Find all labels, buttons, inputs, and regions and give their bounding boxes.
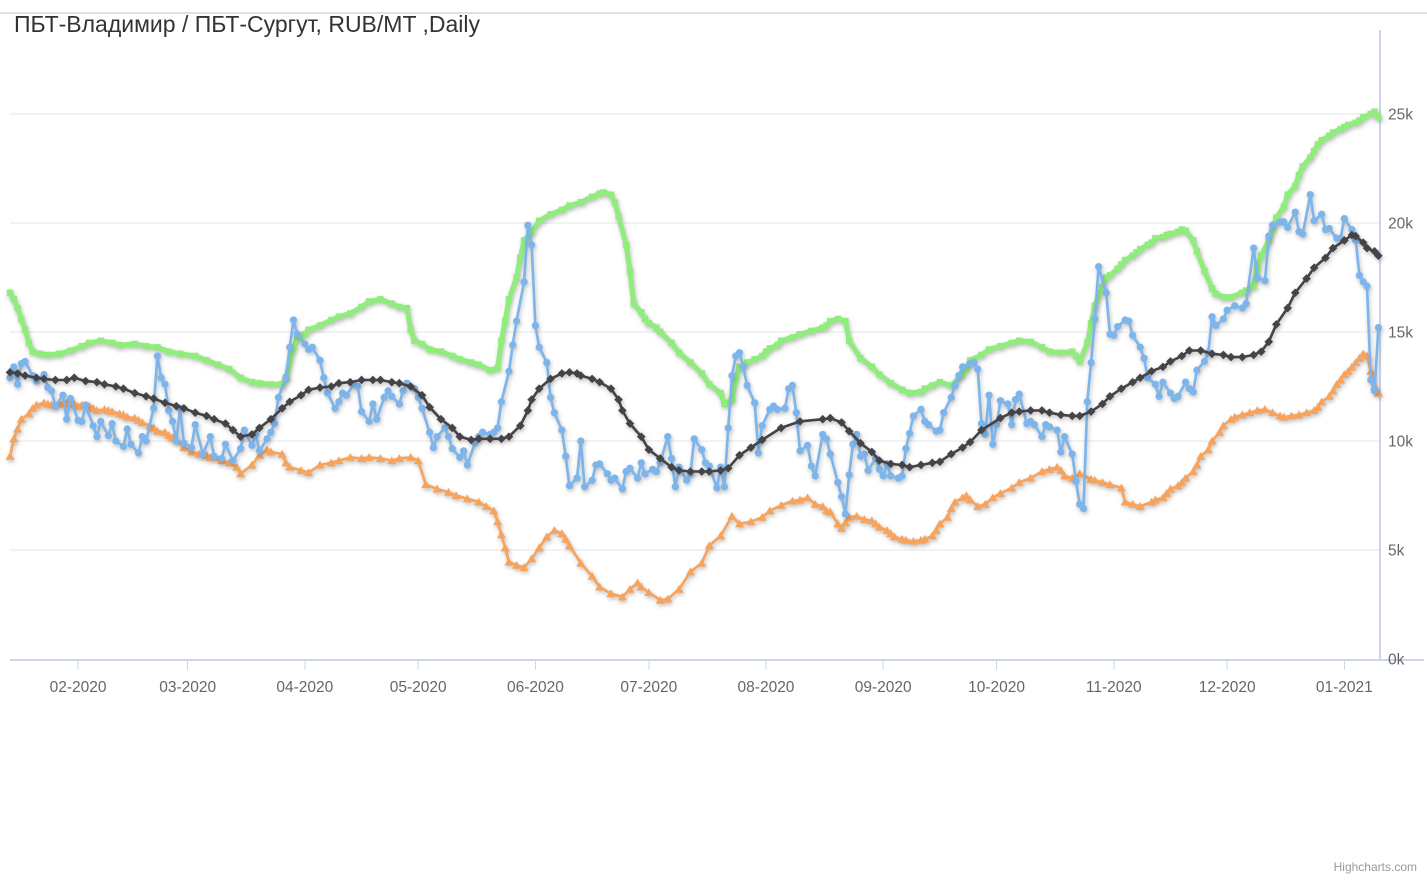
y-tick-label: 5k: [1388, 543, 1405, 560]
x-tick-label: 07-2020: [620, 679, 677, 696]
x-tick-label: 12-2020: [1199, 679, 1256, 696]
blue-circle-line: [8, 193, 1380, 516]
y-gridlines: [10, 113, 1380, 551]
y-tick-label: 0k: [1388, 652, 1405, 669]
highcharts-credit-link[interactable]: Highcharts.com: [1333, 860, 1417, 874]
x-tick-label: 05-2020: [390, 679, 447, 696]
x-tick-label: 04-2020: [276, 679, 333, 696]
orange-triangle-markers: [5, 349, 1383, 604]
x-tick-label: 02-2020: [50, 679, 107, 696]
y-tick-label: 15k: [1388, 325, 1413, 342]
x-tick-label: 06-2020: [507, 679, 564, 696]
x-tick-label: 09-2020: [855, 679, 912, 696]
blue-circle-markers: [6, 191, 1382, 518]
black-diamond-markers: [5, 230, 1383, 476]
x-tick-label: 10-2020: [968, 679, 1025, 696]
container-top-border: [0, 12, 1427, 14]
series-green-square: [6, 108, 1382, 408]
series-orange-triangle: [5, 349, 1383, 604]
green-square-markers: [6, 108, 1382, 408]
x-tick-label: 01-2021: [1316, 679, 1373, 696]
y-tick-label: 10k: [1388, 434, 1413, 451]
y-axis-labels: 0k 5k 10k 15k 20k 25k: [1388, 107, 1413, 669]
x-tick-label: 11-2020: [1086, 679, 1142, 696]
x-tick-label: 03-2020: [159, 679, 216, 696]
y-tick-label: 25k: [1388, 107, 1413, 124]
chart-title: ПБТ-Владимир / ПБТ-Сургут, RUB/MT ,Daily: [14, 11, 480, 37]
series-black-diamond: [5, 230, 1383, 476]
x-axis-labels: 02-2020 03-2020 04-2020 05-2020 06-2020 07-20…: [50, 679, 1373, 696]
series-blue-circle: [6, 191, 1382, 518]
axis-lines: [10, 30, 1424, 670]
y-tick-label: 20k: [1388, 216, 1413, 233]
x-tick-label: 08-2020: [738, 679, 795, 696]
